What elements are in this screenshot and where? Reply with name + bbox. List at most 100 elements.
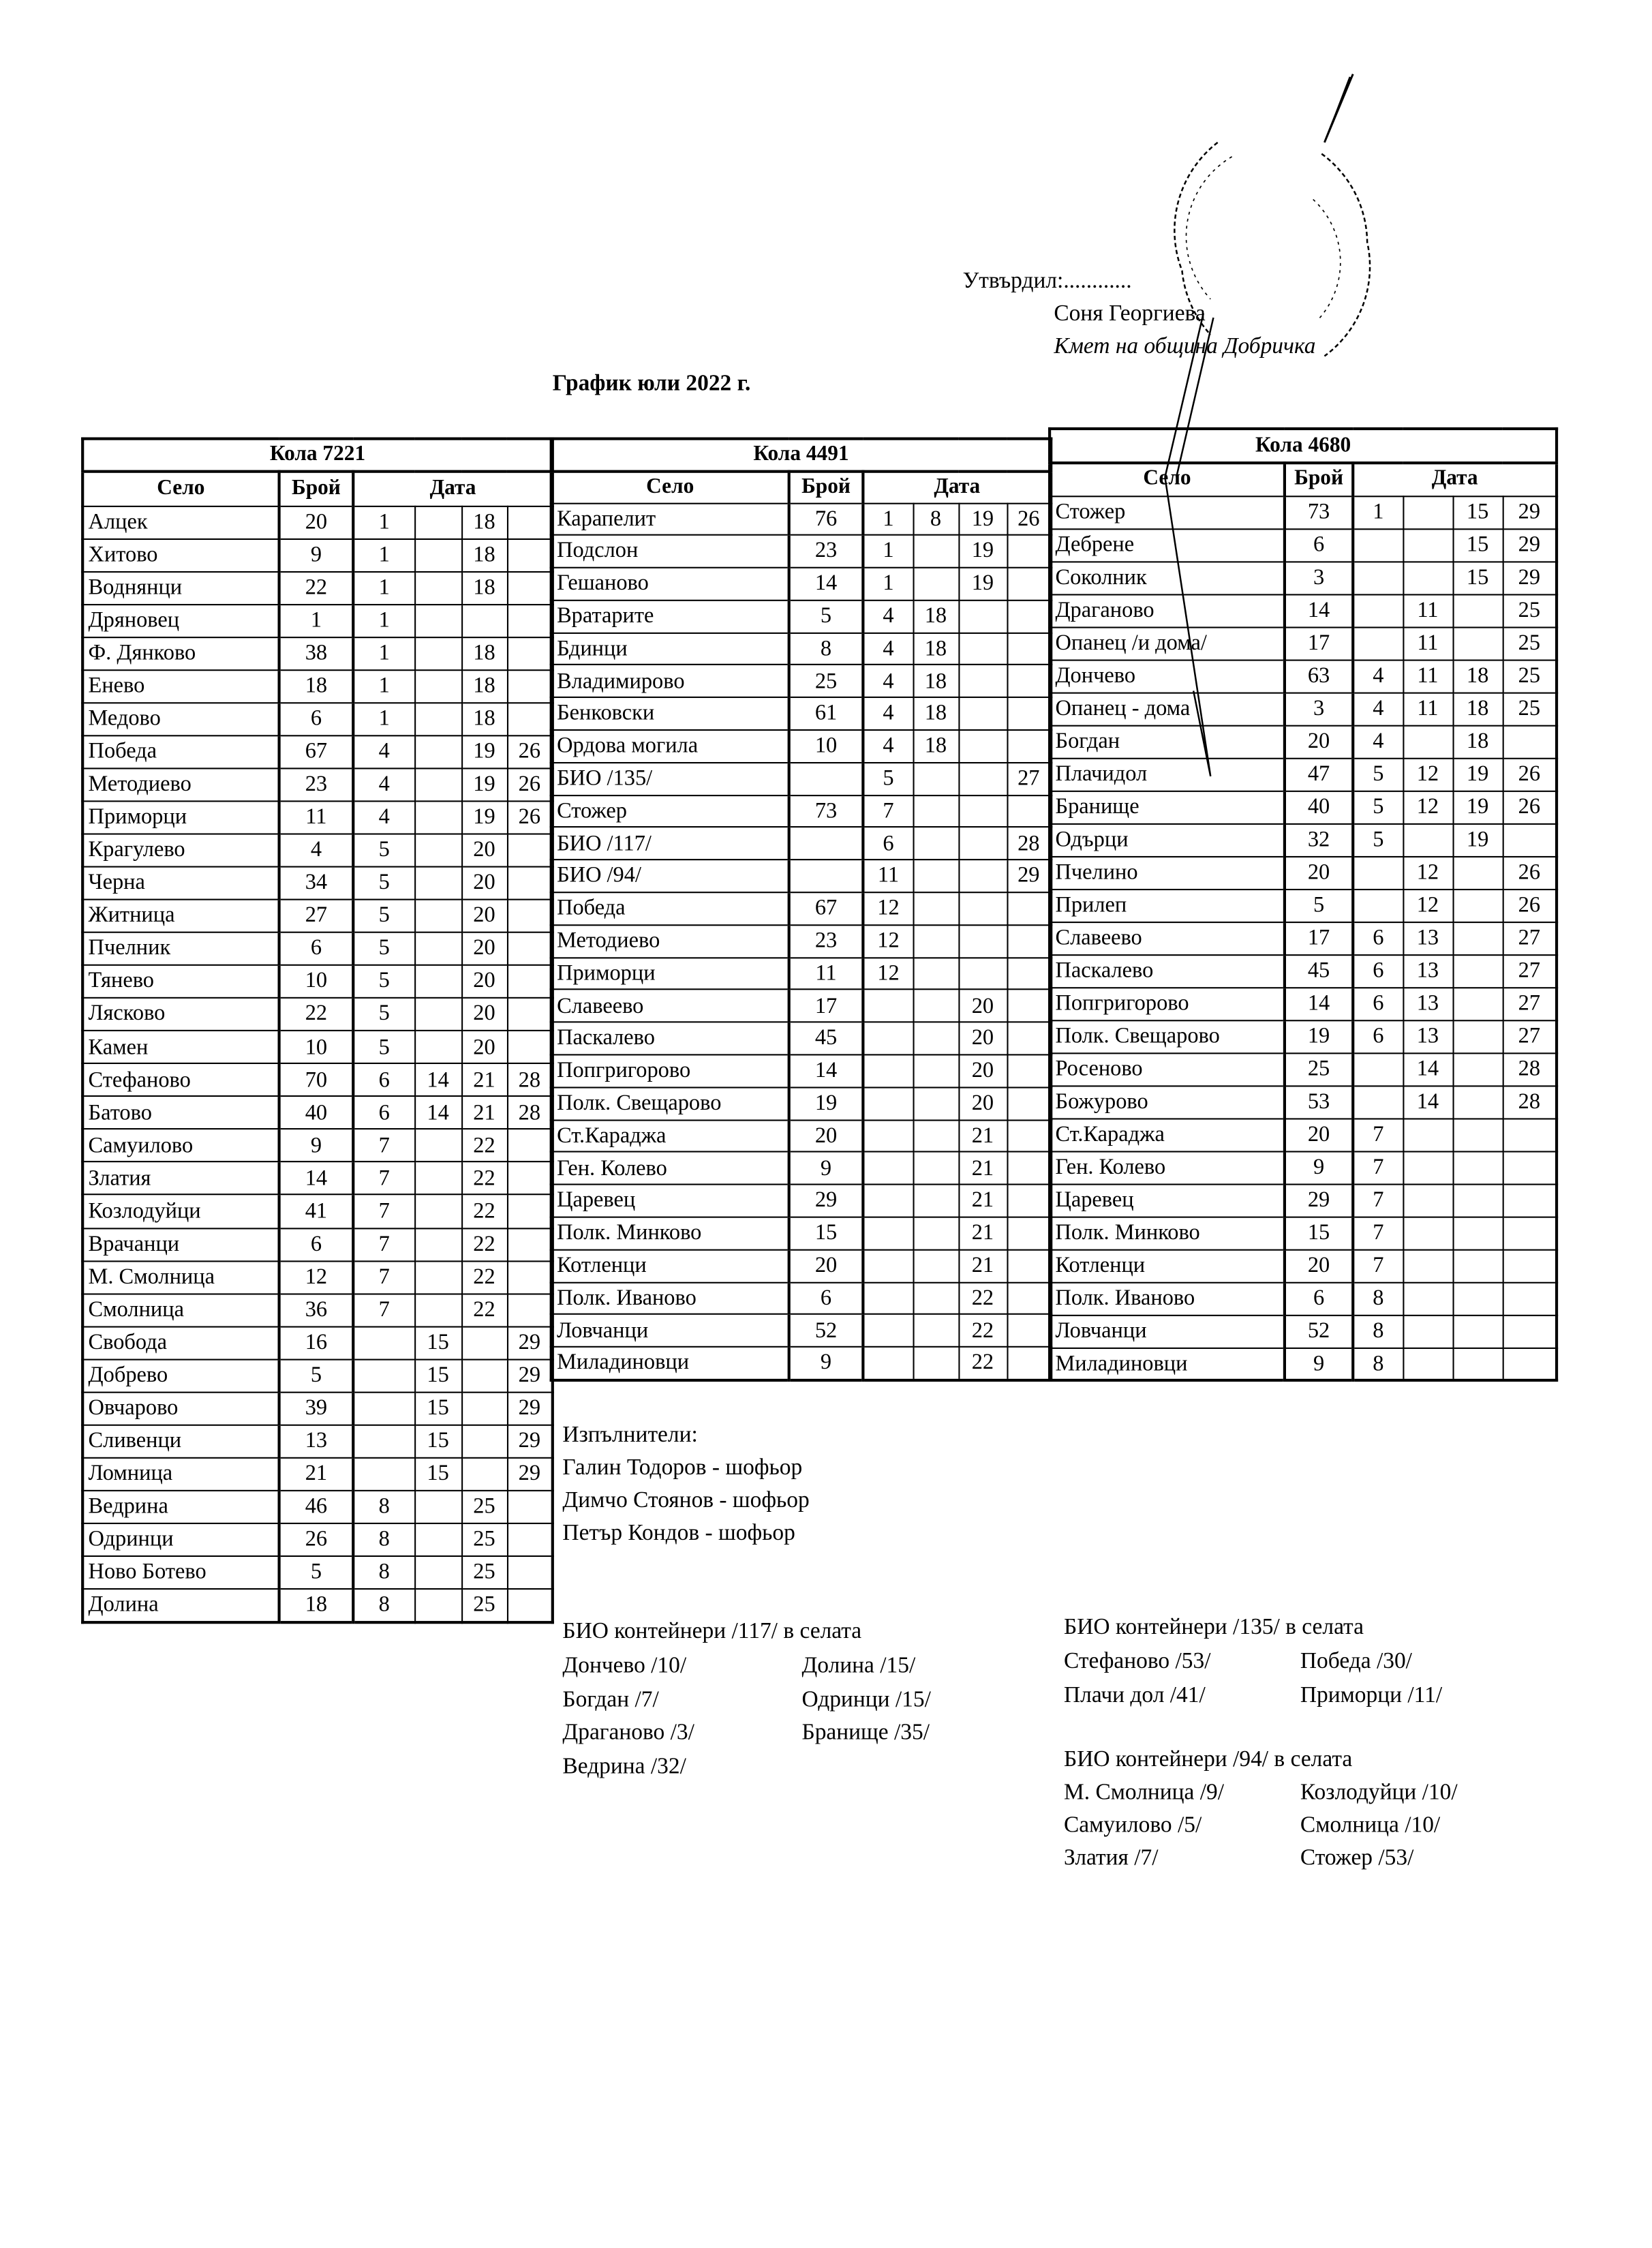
date-cell — [506, 1227, 553, 1262]
stamp-inner-arc — [1185, 156, 1233, 300]
table-row: Пчелник 6 5 20 — [82, 931, 553, 967]
count-cell: 14 — [1283, 986, 1355, 1021]
date-cell: 5 — [1352, 789, 1404, 824]
village-cell: Полк. Минково — [550, 1216, 791, 1251]
date-cell: 21 — [958, 1184, 1008, 1218]
date-cell: 20 — [461, 964, 508, 999]
date-cell: 12 — [1402, 855, 1454, 890]
date-cell — [1006, 1216, 1052, 1251]
table-row: Тянево 10 5 20 — [82, 964, 553, 999]
village-cell: Победа — [82, 734, 281, 770]
table-row: Гешаново 14 1 19 — [550, 566, 1052, 601]
village-cell: Стефаново — [82, 1063, 281, 1097]
date-cell — [912, 1281, 960, 1316]
date-cell: 18 — [912, 697, 960, 731]
count-cell: 26 — [278, 1522, 355, 1558]
table-row: Смолница 36 7 22 — [82, 1292, 553, 1327]
count-cell: 29 — [788, 1184, 865, 1218]
count-cell: 10 — [278, 964, 355, 999]
table-row: Златия 14 7 22 — [82, 1161, 553, 1196]
date-cell: 27 — [1501, 954, 1558, 988]
table-row: Черна 34 5 20 — [82, 866, 553, 900]
village-cell: Полк. Иваново — [550, 1281, 791, 1316]
table-row: Ст.Караджа 20 7 — [1049, 1117, 1558, 1152]
date-cell: 29 — [1501, 495, 1558, 530]
date-cell — [912, 1346, 960, 1380]
table-row: Котленци 20 7 — [1049, 1248, 1558, 1283]
column-header-count: Брой — [1283, 462, 1355, 497]
date-cell — [1006, 566, 1052, 601]
date-cell — [1006, 989, 1052, 1023]
date-cell: 1 — [352, 571, 416, 605]
date-cell — [958, 697, 1008, 731]
date-cell: 22 — [461, 1194, 508, 1229]
date-cell — [1452, 1052, 1503, 1087]
count-cell: 17 — [788, 989, 865, 1023]
count-cell: 22 — [278, 571, 355, 605]
bio-117-item: Драганово /3/ — [562, 1720, 694, 1745]
village-cell: Росеново — [1049, 1052, 1286, 1087]
date-cell — [414, 1555, 463, 1590]
date-cell — [506, 1128, 553, 1164]
date-cell: 1 — [862, 566, 914, 601]
date-cell — [414, 1128, 463, 1164]
date-cell: 12 — [862, 924, 914, 958]
date-cell — [958, 956, 1008, 991]
date-cell: 28 — [506, 1095, 553, 1130]
date-cell: 18 — [461, 504, 508, 540]
table-row: Полк. Иваново 6 22 — [550, 1281, 1052, 1316]
date-cell: 18 — [461, 571, 508, 605]
count-cell: 45 — [1283, 954, 1355, 988]
date-cell: 4 — [862, 729, 914, 763]
village-cell: Крагулево — [82, 833, 281, 868]
count-cell: 73 — [788, 794, 865, 829]
count-cell: 5 — [278, 1555, 355, 1590]
table-row: Медово 6 1 18 — [82, 701, 553, 737]
count-cell: 29 — [1283, 1183, 1355, 1217]
village-cell: Медово — [82, 701, 281, 737]
date-cell: 11 — [862, 859, 914, 894]
date-cell — [862, 1184, 914, 1218]
village-cell: Полк. Свещарово — [1049, 1019, 1286, 1054]
village-cell: Царевец — [1049, 1183, 1286, 1217]
village-cell: Попгригорово — [550, 1054, 791, 1089]
bio-94-item: Самуилово /5/ — [1064, 1813, 1202, 1838]
date-cell: 4 — [1352, 724, 1404, 759]
bio-94-item: М. Смолница /9/ — [1064, 1780, 1225, 1805]
village-cell: Енево — [82, 669, 281, 703]
date-cell: 12 — [1402, 887, 1454, 923]
date-cell: 13 — [1402, 954, 1454, 988]
date-cell: 4 — [352, 800, 416, 835]
date-cell: 29 — [1006, 859, 1052, 894]
date-cell: 1 — [352, 537, 416, 573]
date-cell: 18 — [461, 701, 508, 737]
table-row: Дряновец 1 1 — [82, 603, 553, 638]
date-cell: 1 — [1352, 495, 1404, 530]
date-cell — [1501, 1248, 1558, 1283]
count-cell: 73 — [1283, 495, 1355, 530]
date-cell — [414, 636, 463, 671]
table-row: Плачидол 47 5 12 19 26 — [1049, 757, 1558, 791]
date-cell — [506, 1161, 553, 1196]
date-cell — [506, 898, 553, 933]
table-row: Царевец 29 21 — [550, 1184, 1052, 1218]
date-cell — [414, 964, 463, 999]
date-cell: 5 — [1352, 822, 1404, 857]
date-cell — [1452, 1346, 1503, 1381]
date-cell — [1352, 528, 1404, 562]
date-cell — [414, 1227, 463, 1262]
date-cell — [912, 1119, 960, 1153]
date-cell: 26 — [506, 768, 553, 802]
date-cell: 20 — [461, 1030, 508, 1065]
table-row: Карапелит 76 1 8 19 26 — [550, 502, 1052, 536]
date-cell — [1006, 1313, 1052, 1348]
count-cell: 32 — [1283, 822, 1355, 857]
date-cell — [1006, 599, 1052, 634]
date-cell — [1006, 1281, 1052, 1316]
village-cell: Ст.Караджа — [1049, 1117, 1286, 1152]
date-cell — [414, 800, 463, 835]
date-cell: 14 — [1402, 1052, 1454, 1087]
date-cell — [506, 833, 553, 868]
date-cell — [862, 1021, 914, 1056]
date-cell — [958, 761, 1008, 796]
